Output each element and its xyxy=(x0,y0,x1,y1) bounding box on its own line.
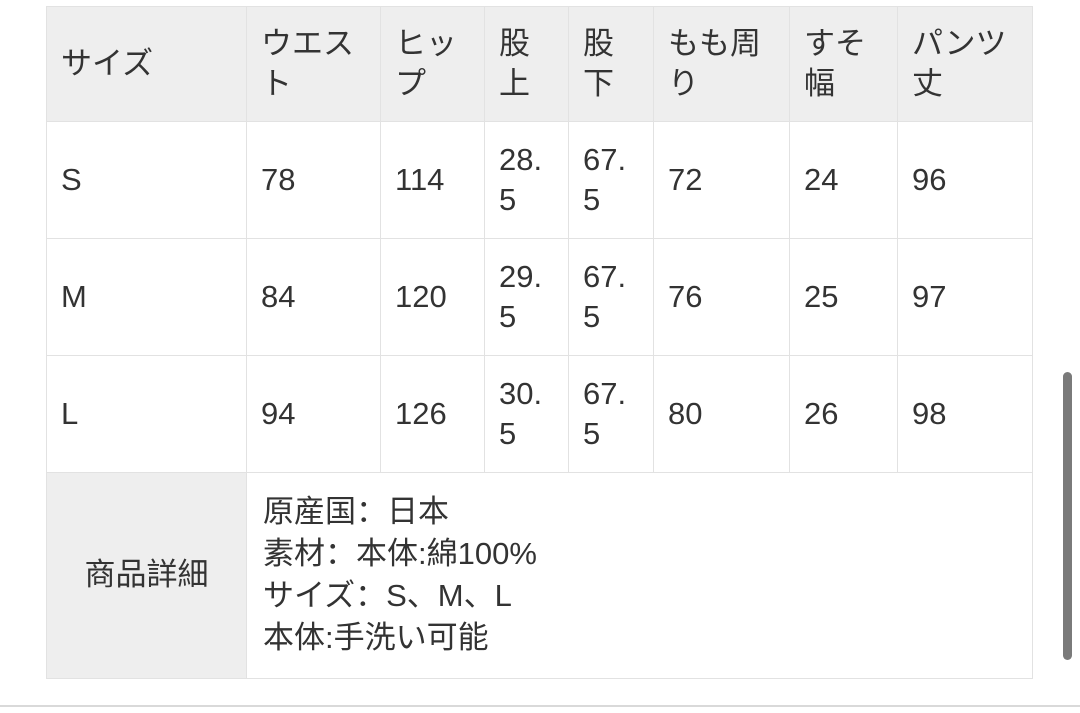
cell-thigh: 80 xyxy=(653,355,790,473)
cell-inseam: 67.5 xyxy=(568,238,654,356)
cell-inseam: 67.5 xyxy=(568,121,654,239)
table-row: S 78 114 28.5 67.5 72 24 96 xyxy=(46,121,1033,239)
cell-hip: 120 xyxy=(380,238,485,356)
size-chart-container: サイズ ウエスト ヒップ 股上 股下 もも周り すそ幅 パンツ丈 S 78 11… xyxy=(46,6,1033,690)
cell-hem-width: 24 xyxy=(789,121,898,239)
cell-pants-length: 97 xyxy=(897,238,1033,356)
cell-rise: 30.5 xyxy=(484,355,569,473)
cell-hem-width: 26 xyxy=(789,355,898,473)
cell-rise: 29.5 xyxy=(484,238,569,356)
cell-waist: 84 xyxy=(246,238,381,356)
cell-thigh: 72 xyxy=(653,121,790,239)
product-details-row: 商品詳細 原産国：日本 素材：本体:綿100% サイズ：S、M、L 本体:手洗い… xyxy=(46,472,1033,679)
product-details-body: 原産国：日本 素材：本体:綿100% サイズ：S、M、L 本体:手洗い可能 xyxy=(246,472,1033,679)
cell-size: L xyxy=(46,355,247,473)
cell-rise: 28.5 xyxy=(484,121,569,239)
cell-waist: 78 xyxy=(246,121,381,239)
cell-waist: 94 xyxy=(246,355,381,473)
column-header-waist: ウエスト xyxy=(246,6,381,122)
product-details-label: 商品詳細 xyxy=(46,472,247,679)
cell-pants-length: 98 xyxy=(897,355,1033,473)
cell-hip: 114 xyxy=(380,121,485,239)
column-header-inseam: 股下 xyxy=(568,6,654,122)
column-header-size: サイズ xyxy=(46,6,247,122)
detail-line-origin: 原産国：日本 xyxy=(263,494,449,529)
cell-size: M xyxy=(46,238,247,356)
detail-line-sizes: サイズ：S、M、L xyxy=(263,578,512,614)
bottom-divider xyxy=(0,705,1080,707)
header-row: サイズ ウエスト ヒップ 股上 股下 もも周り すそ幅 パンツ丈 xyxy=(46,6,1033,122)
vertical-scrollbar-thumb[interactable] xyxy=(1063,372,1072,660)
size-chart-table: サイズ ウエスト ヒップ 股上 股下 もも周り すそ幅 パンツ丈 S 78 11… xyxy=(46,6,1033,679)
column-header-rise: 股上 xyxy=(484,6,569,122)
cell-thigh: 76 xyxy=(653,238,790,356)
table-body: S 78 114 28.5 67.5 72 24 96 M 84 120 29.… xyxy=(46,121,1033,679)
cell-pants-length: 96 xyxy=(897,121,1033,239)
column-header-thigh: もも周り xyxy=(653,6,790,122)
cell-inseam: 67.5 xyxy=(568,355,654,473)
detail-line-care: 本体:手洗い可能 xyxy=(263,620,489,656)
detail-line-material: 素材：本体:綿100% xyxy=(263,536,537,572)
table-row: L 94 126 30.5 67.5 80 26 98 xyxy=(46,355,1033,473)
table-header: サイズ ウエスト ヒップ 股上 股下 もも周り すそ幅 パンツ丈 xyxy=(46,6,1033,122)
cell-size: S xyxy=(46,121,247,239)
cell-hem-width: 25 xyxy=(789,238,898,356)
table-row: M 84 120 29.5 67.5 76 25 97 xyxy=(46,238,1033,356)
column-header-hip: ヒップ xyxy=(380,6,485,122)
column-header-hem-width: すそ幅 xyxy=(789,6,898,122)
cell-hip: 126 xyxy=(380,355,485,473)
column-header-pants-length: パンツ丈 xyxy=(897,6,1033,122)
